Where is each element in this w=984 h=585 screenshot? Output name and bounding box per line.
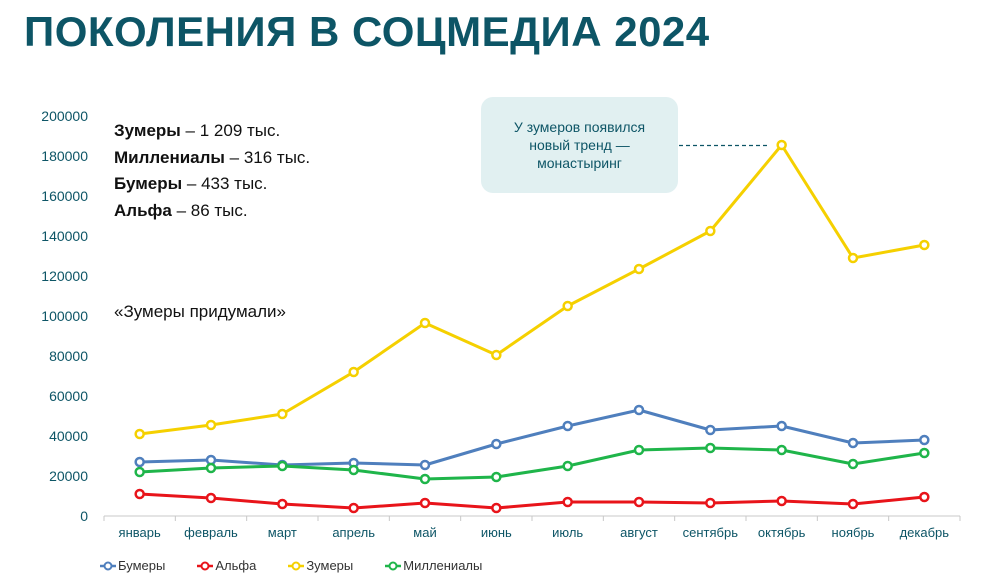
- data-point: [776, 420, 787, 432]
- y-tick-label: 40000: [49, 428, 88, 444]
- page-title: ПОКОЛЕНИЯ В СОЦМЕДИА 2024: [24, 8, 710, 55]
- data-point: [847, 458, 859, 470]
- x-tick-label: июнь: [481, 525, 512, 540]
- data-point: [134, 428, 145, 440]
- x-tick-label: ноябрь: [832, 525, 875, 540]
- legend-item: Альфа: [197, 558, 256, 573]
- x-tick-label: октябрь: [758, 525, 806, 540]
- callout-box: У зумеров появился новый тренд — монасты…: [481, 97, 678, 193]
- legend-label: Альфа: [215, 558, 257, 573]
- x-tick-label: август: [620, 525, 658, 540]
- data-point: [277, 498, 288, 510]
- data-point: [705, 225, 716, 237]
- data-point: [277, 460, 288, 472]
- data-point: [919, 434, 930, 446]
- data-point: [705, 497, 716, 509]
- data-point: [562, 300, 573, 312]
- x-tick-label: февраль: [184, 525, 238, 540]
- x-tick-label: июль: [552, 525, 583, 540]
- data-point: [205, 419, 217, 431]
- legend-marker-icon: [100, 561, 116, 570]
- legend-marker-icon: [385, 561, 402, 570]
- series-line: [139, 143, 925, 436]
- data-point: [205, 492, 217, 504]
- x-tick-label: апрель: [332, 525, 375, 540]
- data-point: [633, 444, 645, 456]
- series-line: [139, 446, 925, 481]
- legend-label: Бумеры: [118, 558, 166, 573]
- y-tick-label: 180000: [41, 148, 88, 164]
- data-point: [348, 366, 359, 378]
- y-tick-label: 100000: [41, 308, 88, 324]
- data-point: [419, 473, 431, 485]
- data-point: [705, 442, 716, 454]
- data-point: [348, 464, 359, 476]
- series-line: [139, 408, 925, 467]
- data-point: [919, 447, 930, 459]
- data-point: [491, 471, 502, 483]
- data-point: [419, 459, 431, 471]
- stat-zoomers: Зумеры – 1 209 тыс.: [114, 121, 281, 140]
- x-tick-label: сентябрь: [683, 525, 739, 540]
- y-tick-label: 60000: [49, 388, 88, 404]
- data-point: [847, 437, 859, 449]
- callout-text: У зумеров появился новый тренд — монасты…: [513, 119, 646, 171]
- data-point: [919, 239, 930, 251]
- data-point: [776, 495, 787, 507]
- data-point: [776, 139, 787, 151]
- data-point: [134, 466, 145, 478]
- data-point: [134, 488, 145, 500]
- legend-item: Бумеры: [100, 558, 165, 573]
- note-text: «Зумеры придумали»: [114, 302, 286, 321]
- data-point: [562, 460, 573, 472]
- data-point: [847, 498, 859, 510]
- y-tick-label: 120000: [41, 268, 88, 284]
- y-tick-label: 140000: [41, 228, 88, 244]
- data-point: [491, 502, 502, 514]
- y-tick-label: 80000: [49, 348, 88, 364]
- y-tick-label: 0: [80, 508, 88, 524]
- x-tick-label: январь: [119, 525, 161, 540]
- data-point: [134, 456, 145, 468]
- legend-marker-icon: [288, 561, 305, 570]
- y-tick-label: 20000: [49, 468, 88, 484]
- stat-millennials: Миллениалы – 316 тыс.: [114, 147, 311, 167]
- y-tick-label: 160000: [41, 188, 88, 204]
- legend-item: Миллениалы: [385, 558, 482, 573]
- data-point: [705, 424, 716, 436]
- data-point: [633, 263, 645, 275]
- data-point: [919, 491, 930, 503]
- data-point: [776, 444, 787, 456]
- data-point: [419, 317, 431, 329]
- data-point: [633, 404, 645, 416]
- data-point: [419, 497, 431, 509]
- data-point: [348, 502, 359, 514]
- data-point: [562, 420, 573, 432]
- series-line: [139, 492, 925, 510]
- data-point: [847, 252, 859, 264]
- chart-legend: Бумеры Альфа Зумеры Миллениалы: [100, 558, 514, 573]
- data-point: [562, 496, 573, 508]
- data-point: [633, 496, 645, 508]
- legend-label: Зумеры: [306, 558, 354, 573]
- x-tick-label: март: [268, 525, 297, 540]
- legend-marker-icon: [197, 561, 214, 570]
- x-tick-label: май: [413, 525, 436, 540]
- data-point: [491, 438, 502, 450]
- data-point: [491, 349, 502, 361]
- data-point: [205, 462, 217, 474]
- data-point: [277, 408, 288, 420]
- x-tick-label: декабрь: [900, 525, 950, 540]
- legend-item: Зумеры: [288, 558, 353, 573]
- stat-alpha: Альфа – 86 тыс.: [114, 200, 248, 220]
- legend-label: Миллениалы: [403, 558, 483, 573]
- stat-boomers: Бумеры – 433 тыс.: [114, 174, 268, 193]
- stats-block: Зумеры – 1 209 тыс. Миллениалы – 316 тыс…: [114, 118, 310, 224]
- y-tick-label: 200000: [41, 108, 88, 124]
